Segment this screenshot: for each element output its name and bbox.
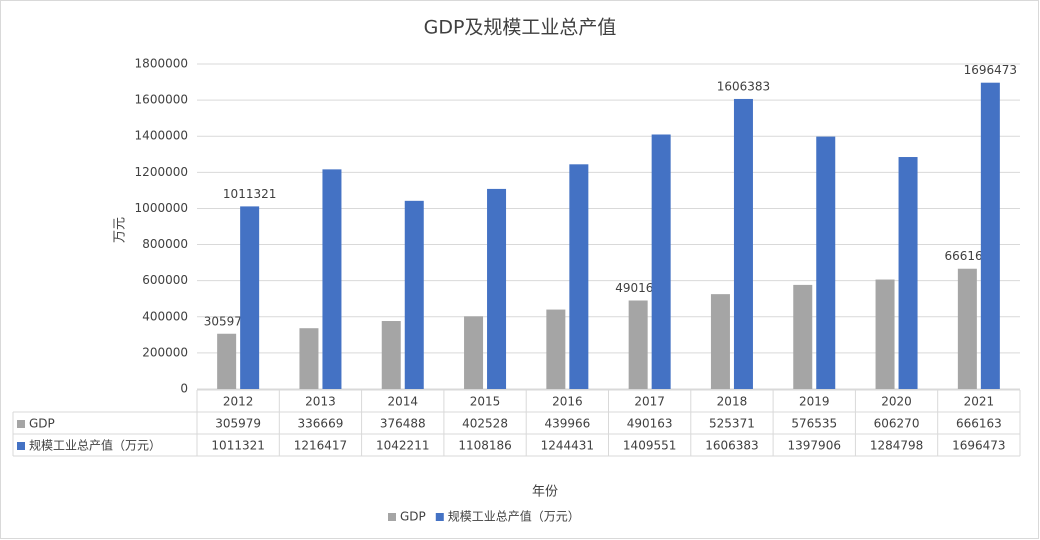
- y-tick-label: 1600000: [135, 93, 188, 107]
- data-label: 490163: [615, 281, 661, 295]
- table-cell: 402528: [462, 417, 508, 431]
- bar: [381, 321, 401, 389]
- table-cell: 1409551: [623, 439, 676, 453]
- data-label: 1011321: [223, 187, 276, 201]
- x-tick-label: 2014: [387, 395, 418, 409]
- table-cell: 1696473: [952, 439, 1005, 453]
- table-cell: 376488: [380, 417, 426, 431]
- bar: [733, 98, 753, 390]
- bar: [816, 136, 836, 389]
- legend-label: 规模工业总产值（万元）: [448, 509, 580, 524]
- table-cell: 439966: [544, 417, 590, 431]
- table-cell: 336669: [298, 417, 344, 431]
- x-tick-label: 2012: [223, 395, 254, 409]
- bar: [240, 206, 260, 389]
- bar: [710, 294, 730, 389]
- bar: [464, 316, 484, 389]
- x-tick-label: 2017: [634, 395, 665, 409]
- bar: [217, 333, 237, 389]
- table-cell: 490163: [627, 417, 673, 431]
- bar: [487, 188, 507, 389]
- y-tick-label: 600000: [142, 273, 188, 287]
- x-tick-label: 2020: [881, 395, 912, 409]
- data-label: 1606383: [717, 79, 770, 93]
- y-tick-label: 400000: [142, 309, 188, 323]
- table-cell: 606270: [874, 417, 920, 431]
- bar: [875, 279, 895, 389]
- y-tick-label: 1800000: [135, 57, 188, 71]
- bar: [569, 164, 589, 389]
- legend-key: [435, 513, 444, 521]
- data-label: 666163: [944, 249, 990, 263]
- table-cell: 1397906: [788, 439, 841, 453]
- bar: [898, 157, 918, 389]
- x-axis-title: 年份: [532, 485, 558, 500]
- bar: [299, 328, 319, 389]
- table-cell: 666163: [956, 417, 1002, 431]
- bar: [628, 300, 648, 389]
- table-cell: 1284798: [870, 439, 923, 453]
- table-row-label: 规模工业总产值（万元）: [29, 438, 161, 453]
- table-legend-key: [17, 442, 25, 450]
- table-cell: 1042211: [376, 439, 429, 453]
- y-tick-label: 1000000: [135, 201, 188, 215]
- x-tick-label: 2019: [799, 395, 830, 409]
- y-tick-label: 1200000: [135, 165, 188, 179]
- table-row-label: GDP: [29, 417, 55, 431]
- table-cell: 1011321: [211, 439, 264, 453]
- bar: [651, 134, 671, 389]
- x-tick-label: 2018: [717, 395, 748, 409]
- x-tick-label: 2015: [470, 395, 501, 409]
- y-tick-label: 1400000: [135, 129, 188, 143]
- table-legend-key: [17, 420, 25, 428]
- data-label: 305979: [204, 314, 250, 328]
- bar: [404, 200, 424, 389]
- table-cell: 1606383: [705, 439, 758, 453]
- table-cell: 1244431: [541, 439, 594, 453]
- x-tick-label: 2013: [305, 395, 336, 409]
- y-axis-title: 万元: [113, 217, 128, 243]
- y-tick-label: 200000: [142, 345, 188, 359]
- table-cell: 1216417: [294, 439, 347, 453]
- y-tick-label: 800000: [142, 237, 188, 251]
- x-tick-label: 2021: [964, 395, 995, 409]
- table-cell: 305979: [215, 417, 261, 431]
- x-tick-label: 2016: [552, 395, 583, 409]
- bar: [793, 284, 813, 389]
- bar: [322, 169, 342, 389]
- bar: [980, 82, 1000, 389]
- bar: [957, 268, 977, 389]
- data-label: 1696473: [964, 63, 1017, 77]
- table-cell: 576535: [791, 417, 837, 431]
- table-cell: 1108186: [458, 439, 511, 453]
- bar: [546, 309, 566, 389]
- legend-label: GDP: [400, 510, 426, 524]
- chart-title: GDP及规模工业总产值: [424, 17, 617, 39]
- legend-key: [388, 513, 396, 521]
- table-cell: 525371: [709, 417, 755, 431]
- y-tick-label: 0: [180, 382, 188, 396]
